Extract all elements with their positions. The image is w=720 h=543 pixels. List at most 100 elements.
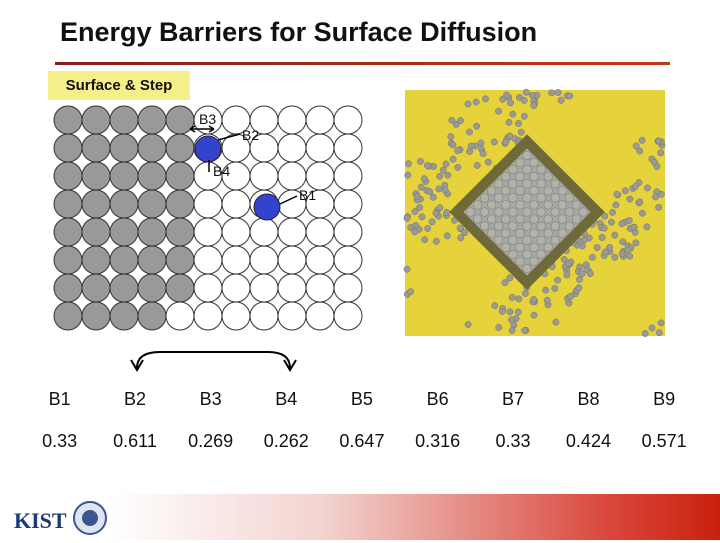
- sim-atom: [457, 117, 464, 125]
- atom: [305, 133, 335, 163]
- atom: [53, 301, 83, 331]
- sim-atom: [608, 218, 615, 226]
- adatom: [194, 135, 222, 163]
- sim-atom: [618, 250, 626, 257]
- sim-atom: [443, 232, 451, 240]
- sim-atom: [456, 224, 464, 232]
- atom: [333, 189, 363, 219]
- sim-island-atom: [522, 193, 532, 203]
- atom: [53, 133, 83, 163]
- sim-atom: [457, 234, 465, 242]
- header-cell: B2: [123, 388, 147, 409]
- sim-atom: [563, 271, 571, 279]
- atom: [277, 217, 307, 247]
- sim-island-atom: [501, 200, 511, 210]
- atom: [81, 217, 111, 247]
- sim-atom: [521, 327, 529, 334]
- sim-atom: [655, 137, 662, 145]
- sim-atom: [554, 89, 562, 96]
- atom: [193, 273, 223, 303]
- atom: [81, 273, 111, 303]
- sim-atom: [625, 217, 633, 224]
- sim-island-atom: [550, 221, 560, 231]
- sim-island-atom: [550, 193, 560, 203]
- atom: [81, 133, 111, 163]
- sim-atom: [557, 96, 565, 104]
- sim-island-atom: [536, 207, 546, 217]
- sim-atom: [626, 252, 634, 260]
- table-row: B1 B2 B3 B4 B5 B6 B7 B8 B9: [22, 378, 702, 420]
- sim-atom: [479, 150, 487, 158]
- sim-island-atom: [487, 200, 497, 210]
- sim-atom: [621, 187, 629, 195]
- atom: [333, 105, 363, 135]
- sim-island-atom: [508, 179, 518, 189]
- sim-atom: [508, 294, 516, 301]
- sim-atom: [624, 246, 632, 254]
- atom: [53, 273, 83, 303]
- sim-island-atom: [480, 207, 490, 217]
- sim-island-atom: [515, 242, 525, 252]
- sim-island-atom: [550, 207, 560, 217]
- value-cell: 0.33: [495, 430, 531, 451]
- sim-atom: [648, 324, 656, 332]
- atom: [109, 105, 139, 135]
- sim-atom: [632, 142, 640, 150]
- sim-island-atom: [465, 207, 475, 217]
- sim-atom: [432, 209, 440, 217]
- sim-atom: [418, 213, 426, 221]
- sim-atom: [502, 138, 510, 146]
- atom: [165, 217, 195, 247]
- atom: [277, 161, 307, 191]
- sim-island-atom: [543, 228, 553, 238]
- value-cell: 0.262: [263, 430, 309, 451]
- sim-atom: [421, 236, 429, 244]
- sim-island-atom: [515, 228, 525, 238]
- atom: [333, 301, 363, 331]
- sim-atom: [498, 308, 506, 315]
- atom: [165, 105, 195, 135]
- sim-atom: [473, 122, 481, 130]
- atom: [249, 161, 279, 191]
- sim-island-atom: [522, 221, 532, 231]
- sim-island-atom: [536, 179, 546, 189]
- atom: [53, 105, 83, 135]
- atom: [137, 105, 167, 135]
- sim-atom: [503, 91, 511, 99]
- sim-atom: [632, 239, 640, 247]
- atom: [53, 245, 83, 275]
- sim-island-atom: [536, 249, 546, 259]
- sim-atom: [501, 279, 509, 287]
- atom: [249, 301, 279, 331]
- atom: [277, 133, 307, 163]
- diagram-caption: Surface & Step: [48, 71, 190, 100]
- sim-atom: [530, 296, 538, 303]
- atom: [53, 189, 83, 219]
- sim-island-atom: [522, 179, 532, 189]
- header-cell: B5: [350, 388, 373, 409]
- header-cell: B9: [653, 388, 676, 409]
- atom: [109, 217, 139, 247]
- atom: [305, 301, 335, 331]
- atom: [221, 189, 251, 219]
- sim-atom: [520, 96, 528, 104]
- sim-atom: [461, 229, 468, 237]
- sim-atom: [424, 225, 432, 232]
- sim-island-atom: [557, 228, 567, 238]
- sim-island-atom: [515, 157, 525, 168]
- sim-atom: [439, 166, 447, 174]
- sim-atom: [443, 209, 451, 216]
- atom: [137, 189, 167, 219]
- header-cell: B3: [199, 388, 222, 409]
- sim-island-atom: [487, 214, 497, 224]
- sim-atom: [641, 330, 649, 337]
- sim-island-atom: [515, 214, 525, 224]
- sim-atom: [530, 311, 538, 319]
- sim-island-atom: [543, 200, 553, 210]
- atom: [165, 301, 195, 331]
- sim-island-atom: [557, 200, 567, 210]
- sim-island-atom: [515, 186, 525, 196]
- sim-atom: [495, 324, 503, 331]
- sim-atom: [420, 175, 428, 183]
